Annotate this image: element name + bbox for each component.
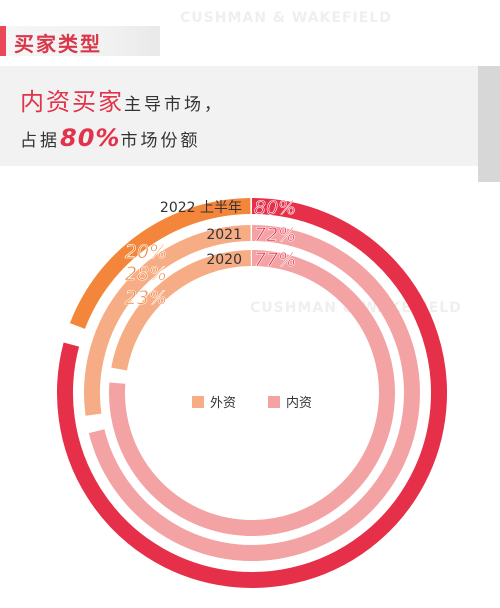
- category-label: 2022 上半年: [160, 200, 242, 216]
- legend-label: 内资: [286, 395, 312, 411]
- ring-segment-foreign: [111, 250, 251, 371]
- headline-line-1: 内资买家主导市场，: [20, 82, 224, 117]
- value-label-domestic: 77%: [254, 249, 296, 271]
- legend-swatch: [268, 396, 280, 408]
- value-label-foreign: 20%: [125, 241, 167, 263]
- legend-swatch: [192, 396, 204, 408]
- legend-label: 外资: [210, 396, 236, 411]
- headline-rest: 主导市场，: [124, 95, 224, 115]
- ring-segment-domestic: [57, 198, 447, 588]
- value-label-foreign: 23%: [125, 287, 167, 309]
- ring-segment-foreign: [69, 198, 251, 329]
- headline-line-2: 占据80%市场份额: [20, 124, 200, 152]
- headline-percent: 80%: [60, 124, 121, 152]
- ring-segment-foreign: [84, 225, 251, 416]
- headline-edge: [478, 66, 500, 182]
- value-label-foreign: 28%: [125, 263, 167, 285]
- ring-segment-domestic: [109, 250, 395, 536]
- section-title: 买家类型: [14, 32, 102, 56]
- section-title-bar: 买家类型: [0, 26, 160, 56]
- headline-highlight: 内资买家: [20, 88, 124, 116]
- ring-segment-domestic: [88, 225, 420, 561]
- headline-suffix: 市场份额: [120, 131, 201, 151]
- headline-prefix: 占据: [20, 131, 60, 151]
- headline-box: [0, 66, 500, 166]
- category-label: 2021: [206, 227, 242, 243]
- title-accent: [0, 26, 6, 56]
- value-label-domestic: 80%: [254, 197, 296, 219]
- value-label-domestic: 72%: [254, 224, 296, 246]
- category-label: 2020: [206, 252, 242, 268]
